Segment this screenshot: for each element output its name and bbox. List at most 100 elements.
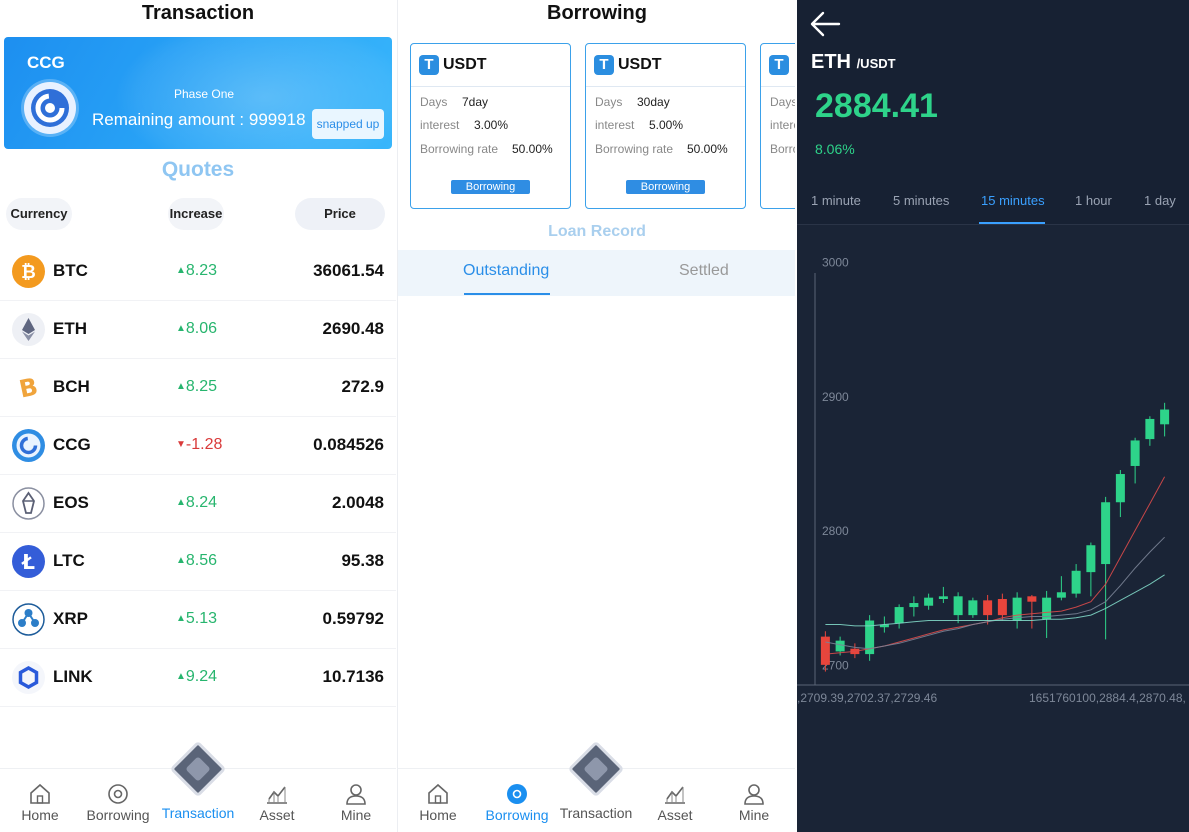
currency-name: ETH (53, 319, 87, 338)
quote-row-eos[interactable]: EOS ▲8.24 2.0048 (0, 475, 396, 533)
quote-row-xrp[interactable]: XRP ▲5.13 0.59792 (0, 591, 396, 649)
x-axis-label-right: 1651760100,2884.4,2870.48, (1029, 691, 1186, 705)
timeframe-1d[interactable]: 1 day (1144, 193, 1176, 208)
currency-name: XRP (53, 609, 88, 628)
btc-icon: ₿ (12, 255, 45, 288)
loan-tabs: Outstanding Settled (398, 250, 795, 296)
increase-header[interactable]: Increase (168, 198, 224, 230)
xrp-icon (12, 603, 45, 636)
price-value: 95.38 (341, 551, 384, 570)
banner-phase: Phase One (174, 87, 235, 101)
page-title: Transaction (141, 2, 255, 24)
borrow-card[interactable]: T USDT Days 30day interest 5.00% Borrowing … (585, 43, 746, 209)
quotes-list: ₿ BTC ▲8.23 36061.54 ETH ▲8.06 2690.48 B… (0, 243, 396, 707)
currency-name: LTC (53, 551, 85, 570)
nav-transaction[interactable]: Transaction (161, 805, 235, 821)
quote-row-btc[interactable]: ₿ BTC ▲8.23 36061.54 (0, 243, 396, 301)
x-axis-label-left: ,2709.39,2702.37,2729.46 (797, 691, 937, 705)
candle-up (865, 620, 875, 655)
rate-row: Borro (770, 142, 795, 156)
card-currency: USDT (443, 56, 487, 73)
y-tick-label: 2800 (822, 524, 849, 538)
change-value: ▲8.06 (176, 320, 218, 337)
borrowing-button[interactable]: Borrowing (451, 180, 530, 194)
tab-settled[interactable]: Settled (679, 262, 729, 279)
snapped-up-button[interactable]: snapped up (312, 109, 384, 139)
quote-row-link[interactable]: LINK ▲9.24 10.7136 (0, 649, 396, 707)
timeframe-5m[interactable]: 5 minutes (893, 193, 950, 208)
candle-down (997, 599, 1007, 616)
usdt-icon: T (769, 55, 789, 75)
active-tab-underline (464, 293, 550, 295)
borrowing-icon (507, 784, 527, 804)
candle-up (1101, 502, 1111, 565)
up-arrow-icon: ▲ (176, 323, 186, 334)
active-timeframe-underline (979, 222, 1045, 224)
currency-name: BCH (53, 377, 90, 396)
svg-text:Ł: Ł (21, 550, 35, 574)
quote-row-bch[interactable]: B BCH ▲8.25 272.9 (0, 359, 396, 417)
svg-text:₿: ₿ (21, 262, 36, 283)
bottom-nav: Home Borrowing Transaction Asset Mine (0, 740, 396, 832)
up-arrow-icon: ▲ (176, 613, 186, 624)
y-tick-label: 2900 (822, 390, 849, 404)
home-icon (30, 783, 50, 804)
up-arrow-icon: ▲ (176, 265, 186, 276)
ltc-icon: Ł (12, 545, 45, 578)
nav-home[interactable]: Home (398, 783, 478, 823)
nav-home[interactable]: Home (0, 783, 80, 823)
timeframe-15m[interactable]: 15 minutes (981, 193, 1045, 208)
user-icon (346, 784, 366, 805)
card-currency: USDT (618, 56, 662, 73)
price-header[interactable]: Price (295, 198, 385, 230)
candlestick-chart-area[interactable]: 3000 2900 2800 2700,2709.39,2702.37,2729.46… (797, 224, 1189, 832)
change-value: ▲8.24 (176, 494, 218, 511)
currency-header[interactable]: Currency (6, 198, 72, 230)
days-row: Days (770, 95, 795, 109)
borrow-card[interactable]: T USDT Days 7day interest 3.00% Borrowing r… (410, 43, 571, 209)
nav-asset[interactable]: Asset (635, 783, 715, 823)
candle-up (924, 597, 934, 606)
moving-average-line-1 (825, 476, 1166, 655)
borrowing-button[interactable]: Borrowing (626, 180, 705, 194)
timeframe-1m[interactable]: 1 minute (811, 193, 861, 208)
price-value: 272.9 (341, 377, 384, 396)
up-arrow-icon: ▲ (176, 381, 186, 392)
candle-up (835, 640, 845, 652)
nav-transaction-badge-icon[interactable] (169, 740, 227, 798)
timeframe-1h[interactable]: 1 hour (1075, 193, 1112, 208)
nav-mine[interactable]: Mine (316, 783, 396, 823)
back-arrow-icon[interactable] (809, 10, 841, 38)
price-value: 0.084526 (313, 435, 384, 454)
ccg-icon (12, 429, 45, 462)
days-row: Days 7day (420, 95, 489, 109)
bottom-nav: Home Borrowing Transaction Asset Mine (398, 740, 795, 832)
loan-record-title: Loan Record (548, 223, 646, 240)
price-value: 2690.48 (322, 319, 384, 338)
nav-mine[interactable]: Mine (714, 783, 794, 823)
nav-asset[interactable]: Asset (237, 783, 317, 823)
quote-row-ltc[interactable]: Ł LTC ▲8.56 95.38 (0, 533, 396, 591)
currency-name: BTC (53, 261, 88, 280)
candle-up (1056, 592, 1066, 598)
transaction-screen: Transaction CCG Phase One Remaining amou… (0, 0, 396, 832)
quote-row-eth[interactable]: ETH ▲8.06 2690.48 (0, 301, 396, 359)
nav-borrowing[interactable]: Borrowing (78, 783, 158, 823)
candle-up (909, 603, 919, 608)
change-value: ▲9.24 (176, 668, 218, 685)
candle-up (1086, 545, 1096, 573)
change-value: ▲5.13 (176, 610, 218, 627)
quote-row-ccg[interactable]: CCG ▼-1.28 0.084526 (0, 417, 396, 475)
tab-outstanding[interactable]: Outstanding (463, 262, 550, 279)
nav-transaction-badge-icon[interactable] (567, 740, 625, 798)
candle-down (983, 600, 993, 616)
banner-symbol: CCG (27, 53, 65, 72)
candle-up (1145, 418, 1155, 440)
nav-transaction[interactable]: Transaction (559, 805, 633, 821)
candlestick-chart[interactable]: 3000290028002700,2709.39,2702.37,2729.46… (797, 225, 1189, 832)
days-row: Days 30day (595, 95, 670, 109)
borrow-card-partial[interactable]: T Days intere Borro (760, 43, 795, 209)
price-change: 8.06% (815, 141, 855, 157)
nav-borrowing[interactable]: Borrowing (477, 783, 557, 823)
ccg-banner[interactable]: CCG Phase One Remaining amount : 999918 … (4, 37, 392, 149)
